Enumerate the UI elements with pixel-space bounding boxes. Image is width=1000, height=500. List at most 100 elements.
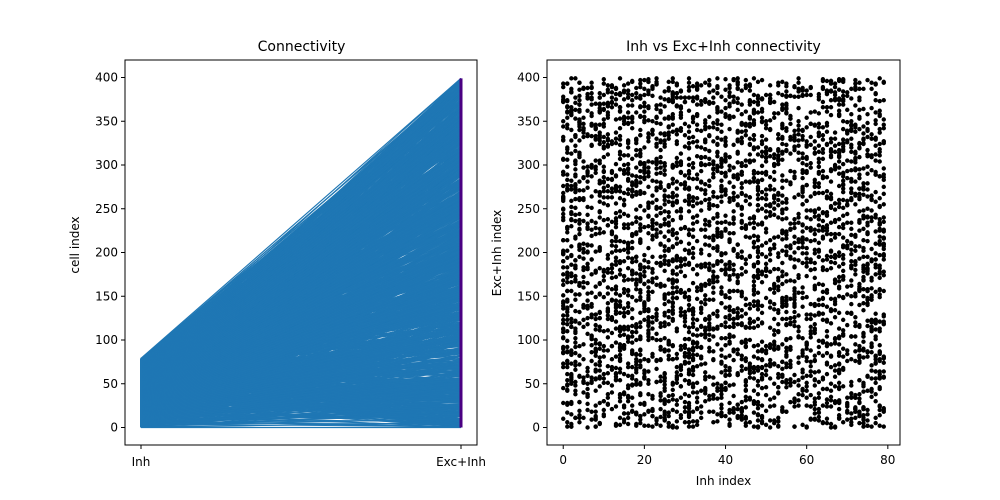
scatter-point xyxy=(569,262,574,267)
scatter-point xyxy=(763,187,769,192)
scatter-point xyxy=(662,296,667,302)
scatter-point xyxy=(670,79,675,85)
scatter-point xyxy=(816,184,822,190)
scatter-point xyxy=(617,415,623,421)
scatter-point xyxy=(638,96,643,101)
scatter-point xyxy=(569,76,574,81)
scatter-point xyxy=(569,183,574,189)
scatter-point xyxy=(759,310,765,316)
scatter-point xyxy=(565,387,570,393)
scatter-point xyxy=(613,274,619,280)
connection-line xyxy=(140,418,462,427)
scatter-point xyxy=(796,80,801,85)
scatter-point xyxy=(784,345,789,351)
scatter-point xyxy=(731,357,736,363)
scatter-point xyxy=(828,203,834,209)
scatter-point xyxy=(853,202,858,207)
scatter-point xyxy=(609,243,615,248)
scatter-point xyxy=(792,264,797,269)
scatter-point xyxy=(658,210,663,216)
scatter-point xyxy=(857,80,862,85)
scatter-point xyxy=(666,223,671,228)
scatter-point xyxy=(840,384,846,389)
scatter-point xyxy=(573,218,578,224)
scatter-point xyxy=(621,239,627,245)
scatter-point xyxy=(690,321,696,326)
scatter-point xyxy=(840,367,846,372)
scatter-point xyxy=(747,152,753,157)
scatter-point xyxy=(877,275,882,281)
scatter-point xyxy=(646,392,651,397)
scatter-point xyxy=(767,305,773,310)
scatter-point xyxy=(735,347,740,352)
scatter-point xyxy=(642,357,647,362)
scatter-point xyxy=(593,322,598,328)
scatter-point xyxy=(853,248,858,253)
scatter-point xyxy=(881,215,886,220)
scatter-point xyxy=(674,83,680,88)
scatter-point xyxy=(828,89,834,94)
scatter-point xyxy=(747,375,753,380)
scatter-point xyxy=(601,101,607,106)
scatter-point xyxy=(646,337,651,343)
scatter-point xyxy=(605,266,611,272)
connection-line xyxy=(140,161,462,376)
scatter-point xyxy=(727,90,732,95)
scatter-point xyxy=(694,344,700,350)
scatter-point xyxy=(877,147,882,152)
scatter-point xyxy=(698,102,704,107)
scatter-point xyxy=(820,386,826,392)
scatter-point xyxy=(638,239,643,245)
axes-frame xyxy=(124,59,478,446)
scatter-point xyxy=(800,245,805,250)
scatter-point xyxy=(840,354,846,359)
scatter-point xyxy=(642,100,647,106)
scatter-point xyxy=(861,348,866,353)
scatter-point xyxy=(800,137,805,142)
scatter-point xyxy=(589,174,594,179)
connection-line xyxy=(140,179,462,380)
scatter-point xyxy=(698,287,704,293)
scatter-point xyxy=(674,236,680,241)
scatter-point xyxy=(646,328,651,333)
scatter-point xyxy=(609,105,615,110)
scatter-point xyxy=(723,135,728,141)
scatter-point xyxy=(569,211,574,217)
scatter-point xyxy=(877,404,882,409)
scatter-point xyxy=(658,414,663,420)
scatter-point xyxy=(877,358,882,364)
scatter-point xyxy=(565,188,570,193)
connection-line xyxy=(140,108,462,365)
scatter-point xyxy=(690,390,696,395)
scatter-point xyxy=(674,364,680,370)
scatter-point xyxy=(686,302,692,308)
scatter-point xyxy=(597,248,602,253)
scatter-point xyxy=(723,170,728,176)
scatter-point xyxy=(776,371,781,377)
scatter-point xyxy=(686,146,692,151)
scatter-point xyxy=(630,231,635,237)
scatter-point xyxy=(727,316,732,322)
scatter-point xyxy=(881,360,886,365)
scatter-point xyxy=(686,88,692,93)
scatter-point xyxy=(865,412,870,417)
scatter-point xyxy=(581,357,586,362)
scatter-point xyxy=(800,240,805,246)
scatter-point xyxy=(747,88,753,93)
scatter-point xyxy=(589,378,594,384)
scatter-point xyxy=(711,334,716,339)
scatter-point xyxy=(577,117,582,122)
scatter-point xyxy=(788,315,793,321)
scatter-point xyxy=(824,416,830,421)
scatter-point xyxy=(690,365,696,371)
scatter-point xyxy=(682,99,688,105)
scatter-point xyxy=(703,331,708,337)
scatter-point xyxy=(808,208,813,213)
scatter-point xyxy=(881,139,886,144)
scatter-point xyxy=(682,336,688,342)
scatter-point xyxy=(751,179,757,184)
scatter-point xyxy=(621,83,627,88)
scatter-point xyxy=(780,105,785,111)
scatter-point xyxy=(824,319,830,324)
scatter-point xyxy=(658,344,663,350)
